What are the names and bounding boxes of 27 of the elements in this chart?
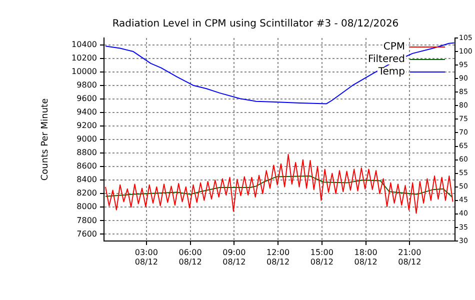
y-tick-label: 10400	[72, 40, 97, 49]
y-tick-label: 10000	[72, 66, 97, 76]
y-tick-label: 8400	[76, 175, 97, 184]
x-tick-label: 09:00 08/12	[222, 248, 246, 266]
y-tick-label: 9400	[76, 108, 97, 117]
y-axis-title: Counts Per Minute	[40, 98, 51, 181]
y-tick-label: 9200	[76, 121, 97, 130]
chart-title: Radiation Level in CPM using Scintillator #3 - 08/12/2026	[112, 18, 399, 30]
y-tick-label: 9800	[76, 80, 97, 90]
y-tick-label: 10200	[72, 53, 97, 62]
x-tick-label: 21:00 08/12	[398, 248, 422, 266]
legend-label: CPM	[383, 42, 405, 53]
x-tick-label: 18:00 08/12	[354, 248, 378, 266]
x-tick-label: 03:00 08/12	[134, 248, 158, 266]
x-tick-label: 12:00 08/12	[266, 248, 290, 266]
x-tick-label: 15:00 08/12	[310, 248, 334, 266]
y-tick-label: 9600	[76, 94, 97, 103]
y-tick-label: 8600	[76, 162, 97, 171]
y-tick-label: 8000	[76, 202, 97, 212]
y-tick-label: 7600	[76, 229, 97, 238]
legend-label: Temp	[377, 66, 405, 78]
y-tick-label: 7800	[76, 216, 97, 225]
x-tick-label: 06:00 08/12	[178, 248, 202, 266]
legend-label: Filtered	[368, 54, 405, 66]
y-tick-label: 8800	[76, 148, 97, 158]
y-tick-label: 8200	[76, 188, 97, 198]
y-tick-label: 9000	[76, 134, 97, 144]
